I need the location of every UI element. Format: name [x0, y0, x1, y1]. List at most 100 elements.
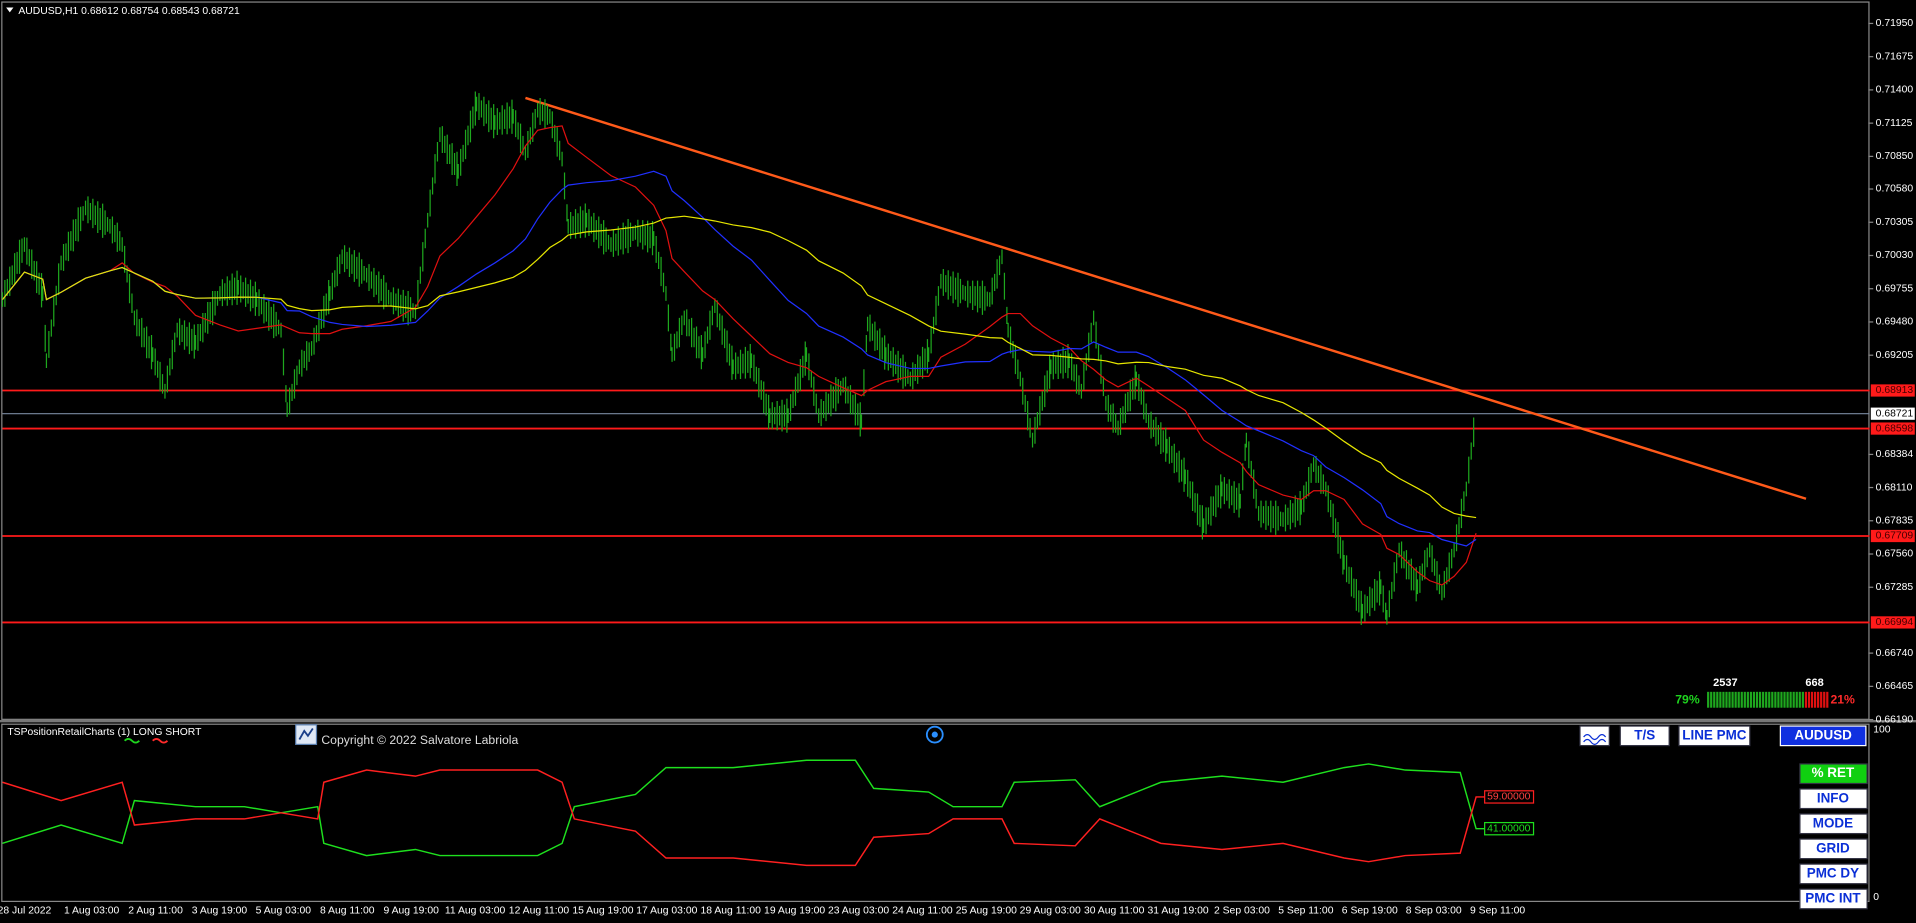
price-label: 0.66190 — [1876, 714, 1914, 725]
short-percent: 21% — [1830, 693, 1855, 707]
meter-cell — [1743, 691, 1746, 708]
meter-cell — [1771, 691, 1774, 708]
price-label: 0.66465 — [1876, 681, 1914, 692]
ma-slow — [1, 215, 1477, 519]
indicator-axis-bottom: 0 — [1873, 892, 1879, 903]
meter-cell — [1807, 691, 1811, 708]
meter-cell — [1713, 691, 1716, 708]
meter-bars — [1707, 691, 1829, 708]
toolbar: T/S LINE PMC AUDUSD — [1619, 725, 1867, 747]
meter-cell — [1749, 691, 1753, 708]
short-count: 668 — [1805, 677, 1823, 689]
meter-cell — [1731, 691, 1734, 708]
meter-cell — [1755, 691, 1759, 708]
meter-cell — [1792, 691, 1795, 708]
symbol-info: AUDUSD,H1 0.68612 0.68754 0.68543 0.6872… — [18, 6, 240, 17]
time-label: 5 Aug 03:00 — [256, 905, 312, 916]
side-button[interactable] — [1799, 888, 1868, 910]
time-label: 25 Aug 19:00 — [956, 905, 1017, 916]
meter-cell — [1762, 691, 1765, 708]
meter-cell — [1817, 691, 1820, 708]
time-label: 5 Sep 11:00 — [1278, 905, 1333, 916]
level-label: 0.68913 — [1876, 385, 1914, 396]
toolbar-button-label: T/S — [1634, 727, 1655, 742]
price-label: 0.67285 — [1876, 582, 1914, 593]
short-line — [2, 769, 1485, 867]
time-label: 8 Aug 11:00 — [320, 905, 375, 916]
meter-cell — [1820, 691, 1823, 708]
time-label: 31 Aug 19:00 — [1147, 905, 1208, 916]
indicator-name: TSPositionRetailCharts (1) LONG SHORT — [7, 727, 202, 738]
sentiment-meter: 2537 668 79% 21% — [1675, 677, 1855, 708]
meter-cell — [1707, 691, 1710, 708]
price-series — [1, 91, 1477, 626]
toolbar-button[interactable] — [1779, 725, 1867, 747]
level-label-box — [1870, 616, 1915, 629]
long-line — [2, 759, 1485, 857]
level-label-box — [1870, 529, 1915, 543]
target-icon[interactable] — [925, 725, 944, 744]
meter-cell — [1826, 691, 1829, 708]
side-button-label: PMC DY — [1807, 865, 1859, 880]
meter-cell — [1823, 691, 1826, 708]
time-label: 23 Aug 03:00 — [828, 905, 889, 916]
meter-cell — [1710, 691, 1713, 708]
ma-mid — [1, 170, 1477, 547]
meter-cell — [1716, 691, 1719, 708]
short-legend-icon — [152, 737, 169, 744]
wave-icon — [1583, 734, 1607, 745]
level-label-box — [1870, 422, 1915, 435]
price-label: 0.70850 — [1876, 151, 1914, 162]
side-button[interactable] — [1799, 763, 1868, 785]
time-label: 6 Sep 19:00 — [1342, 905, 1398, 916]
trend-line — [525, 96, 1807, 500]
level-label-box — [1870, 384, 1915, 397]
price-label: 0.69205 — [1876, 350, 1914, 361]
time-label: 1 Aug 03:00 — [64, 905, 120, 916]
main-chart-frame — [1, 1, 1870, 720]
side-button[interactable] — [1799, 788, 1868, 810]
price-bars — [1, 91, 1475, 626]
toolbar-button-label: AUDUSD — [1794, 727, 1852, 742]
time-label: 24 Aug 11:00 — [892, 905, 953, 916]
toolbar-button[interactable] — [1619, 725, 1670, 747]
meter-cell — [1765, 691, 1768, 708]
current-price-label: 0.68721 — [1876, 408, 1914, 419]
time-label: 18 Aug 11:00 — [701, 905, 762, 916]
meter-cell — [1795, 691, 1798, 708]
time-label: 8 Sep 03:00 — [1406, 905, 1462, 916]
meter-cell — [1737, 691, 1740, 708]
price-label: 0.67560 — [1876, 549, 1914, 560]
menu-arrow[interactable] — [6, 7, 14, 13]
copyright: Copyright © 2022 Salvatore Labriola — [321, 733, 518, 747]
meter-cell — [1734, 691, 1737, 708]
long-count: 2537 — [1713, 677, 1737, 689]
indicator-level: 41.00000 — [1487, 823, 1531, 834]
price-label: 0.71675 — [1876, 51, 1914, 62]
wave-button[interactable] — [1579, 725, 1610, 747]
meter-cell — [1740, 691, 1743, 708]
side-button-label: GRID — [1816, 840, 1850, 855]
side-button[interactable] — [1799, 863, 1868, 885]
side-button[interactable] — [1799, 838, 1868, 860]
meter-cell — [1768, 691, 1771, 708]
meter-cell — [1725, 691, 1728, 708]
meter-cell — [1804, 691, 1808, 708]
target-dot — [931, 731, 938, 738]
toolbar-button[interactable] — [1678, 725, 1751, 747]
time-label: 29 Aug 03:00 — [1020, 905, 1081, 916]
price-label: 0.71950 — [1876, 18, 1914, 29]
price-label: 0.70030 — [1876, 250, 1914, 261]
price-label: 0.68110 — [1876, 482, 1913, 493]
meter-cell — [1728, 691, 1731, 708]
price-label: 0.67835 — [1876, 516, 1914, 527]
side-button[interactable] — [1799, 813, 1868, 835]
indicator-level: 59.00000 — [1487, 792, 1531, 803]
indicator-axis-top: 100 — [1873, 724, 1891, 735]
meter-cell — [1777, 691, 1780, 708]
ma-fast — [1, 125, 1477, 586]
price-label: 0.68384 — [1876, 449, 1914, 460]
